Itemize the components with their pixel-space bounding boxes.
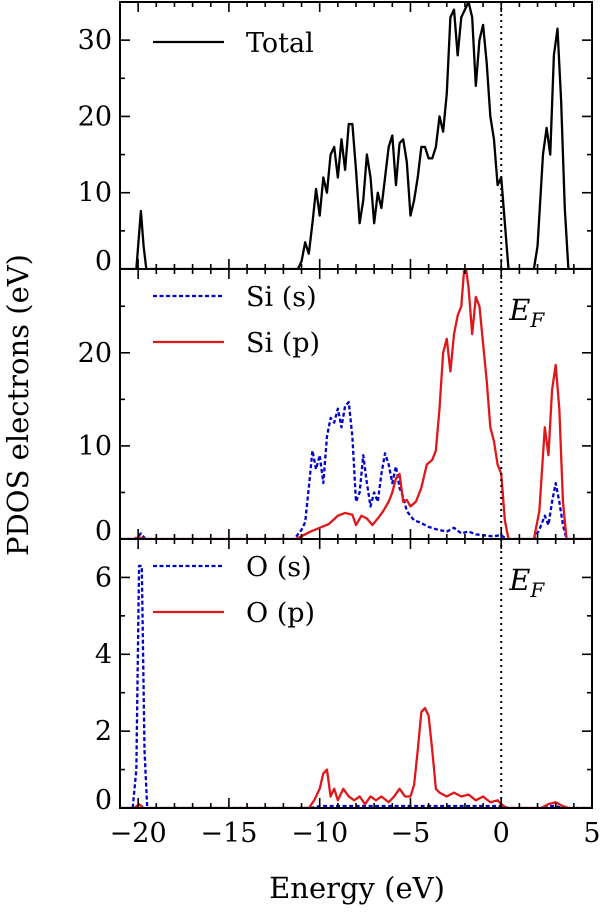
x-tick-label: −10 xyxy=(291,818,348,849)
x-axis-label: Energy (eV) xyxy=(269,871,445,905)
y-tick-label: 30 xyxy=(78,25,112,56)
x-tick-label: 0 xyxy=(493,818,510,849)
panel-2: 0 10 20 Si (s) Si (p) EF xyxy=(78,268,593,547)
series-line-o-p xyxy=(120,706,592,808)
y-tick-label: 2 xyxy=(95,716,112,747)
legend-label: Si (s) xyxy=(246,282,317,313)
fermi-level-label: EF xyxy=(508,563,545,602)
legend-label: Si (p) xyxy=(246,328,320,359)
legend-label: Total xyxy=(246,28,314,59)
series-line-si-s xyxy=(120,400,592,539)
y-tick-label: 0 xyxy=(95,516,112,547)
y-tick-label: 0 xyxy=(95,246,112,277)
legend: Total xyxy=(153,28,314,59)
x-tick-label: −20 xyxy=(110,818,167,849)
x-tick-label: 5 xyxy=(583,818,600,849)
y-tick-label: 4 xyxy=(95,639,112,670)
series-line-si-p xyxy=(120,269,592,539)
panel-frame xyxy=(119,538,593,809)
y-tick-label: 10 xyxy=(78,178,112,209)
x-tick-label: −5 xyxy=(391,818,431,849)
panel-3: 0 2 4 6 O (s) O (p) EF xyxy=(95,538,593,816)
legend: Si (s) Si (p) xyxy=(153,282,320,359)
fermi-level-label-sub: F xyxy=(529,578,545,602)
y-tick-label: 0 xyxy=(95,785,112,816)
y-tick-label: 20 xyxy=(78,338,112,369)
fermi-level-label-sub: F xyxy=(529,308,545,332)
panels-layer: 0 10 20 30 Total 0 10 20 Si (s) Si (p) EF 0 2 4 6 O (s)… xyxy=(78,1,600,849)
y-tick-label: 10 xyxy=(78,431,112,462)
fermi-level-label: EF xyxy=(508,293,545,332)
y-axis-label: PDOS electrons (eV) xyxy=(1,254,35,556)
legend: O (s) O (p) xyxy=(153,552,315,629)
x-tick-label: −15 xyxy=(200,818,257,849)
series-line-o-s xyxy=(120,564,592,808)
legend-label: O (s) xyxy=(246,552,312,583)
series-line-total xyxy=(120,2,592,269)
panel-1: 0 10 20 30 Total xyxy=(78,1,593,277)
y-tick-label: 6 xyxy=(95,562,112,593)
legend-label: O (p) xyxy=(246,598,315,629)
y-tick-label: 20 xyxy=(78,101,112,132)
